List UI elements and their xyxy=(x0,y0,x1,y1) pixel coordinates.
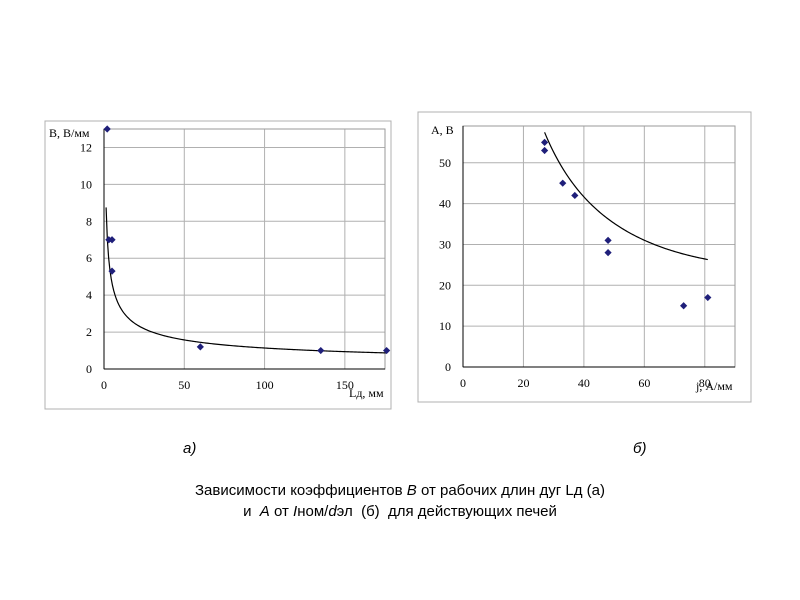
x-tick-label: 80 xyxy=(699,376,711,390)
data-point xyxy=(704,293,712,302)
y-tick-label: 8 xyxy=(86,214,92,228)
y-tick-label: 10 xyxy=(80,177,92,191)
data-point xyxy=(108,236,116,244)
outer-frame xyxy=(417,111,752,403)
y-tick-label: 0 xyxy=(86,362,92,376)
y-tick-label: 12 xyxy=(80,140,92,154)
data-point xyxy=(541,138,549,146)
y-axis-label: A, В xyxy=(431,123,454,137)
y-tick-label: 50 xyxy=(439,156,451,170)
x-tick-label: 40 xyxy=(578,376,590,390)
x-axis-label: j, А/мм xyxy=(695,379,733,393)
data-point xyxy=(383,346,391,355)
caption-line-2: и A от Iном/dэл (б) для действующих пече… xyxy=(243,503,557,520)
y-tick-label: 6 xyxy=(86,251,92,265)
x-tick-label: 150 xyxy=(336,378,354,392)
data-point xyxy=(604,249,612,257)
data-point xyxy=(559,179,567,187)
chart-b-label: б) xyxy=(633,440,647,457)
trend-line xyxy=(544,132,708,261)
y-tick-label: 30 xyxy=(439,237,451,251)
data-point xyxy=(103,125,111,133)
chart-a-label: а) xyxy=(183,440,197,457)
data-point xyxy=(680,302,688,310)
y-tick-label: 40 xyxy=(439,197,451,211)
data-point xyxy=(571,191,579,200)
x-tick-label: 60 xyxy=(638,376,650,390)
x-axis-label: Lд, мм xyxy=(349,386,384,400)
y-axis-label: B, В/мм xyxy=(49,126,90,140)
x-tick-label: 50 xyxy=(178,378,190,392)
data-point xyxy=(604,236,612,244)
y-tick-label: 2 xyxy=(86,325,92,339)
y-tick-label: 20 xyxy=(439,278,451,292)
x-tick-label: 100 xyxy=(256,378,274,392)
y-tick-label: 0 xyxy=(445,360,451,374)
y-tick-label: 4 xyxy=(86,288,92,302)
figure-caption: Зависимости коэффициентов B от рабочих д… xyxy=(0,480,800,522)
data-point xyxy=(541,146,549,155)
y-tick-label: 10 xyxy=(439,319,451,333)
data-point xyxy=(108,267,116,275)
x-tick-label: 0 xyxy=(101,378,107,392)
x-tick-label: 20 xyxy=(517,376,529,390)
x-tick-label: 0 xyxy=(460,376,466,390)
data-point xyxy=(196,343,204,351)
outer-frame xyxy=(44,120,392,410)
trend-line xyxy=(105,207,387,354)
data-point xyxy=(317,346,325,355)
caption-line-1: Зависимости коэффициентов B от рабочих д… xyxy=(195,482,605,499)
